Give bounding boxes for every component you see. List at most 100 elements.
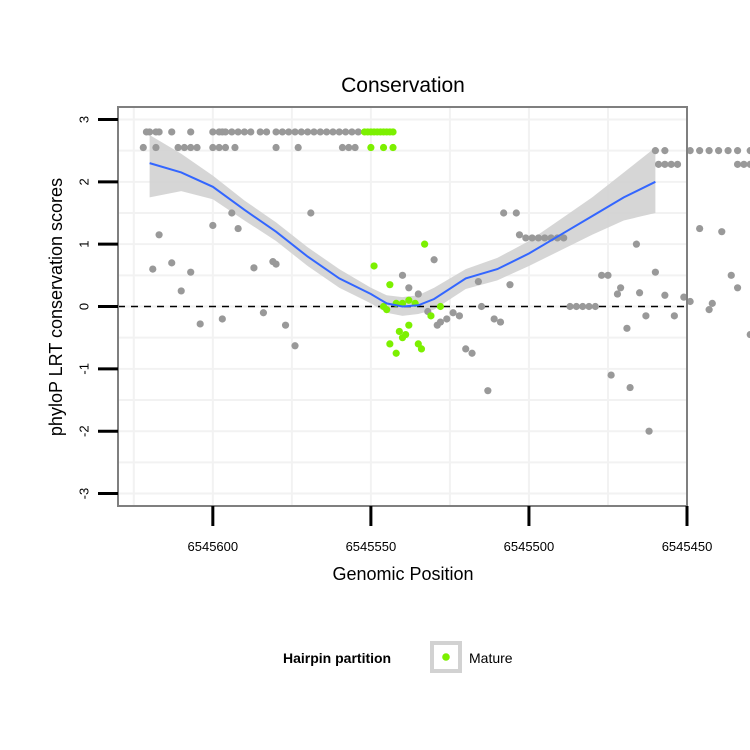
other-point	[651, 147, 659, 155]
other-point	[342, 128, 350, 136]
other-point	[247, 128, 255, 136]
other-point	[718, 228, 726, 236]
other-point	[572, 302, 580, 311]
other-point	[512, 209, 520, 217]
other-point	[272, 143, 280, 152]
other-point	[272, 260, 280, 268]
other-point	[436, 318, 445, 326]
other-point	[307, 209, 315, 217]
other-point	[228, 209, 236, 217]
other-point	[591, 302, 599, 311]
other-point	[705, 306, 713, 314]
x-tick-label: 6545600	[188, 539, 239, 554]
other-point	[443, 315, 451, 323]
other-point	[468, 349, 476, 357]
mature-point	[392, 349, 400, 357]
other-point	[740, 160, 748, 168]
other-point	[686, 147, 694, 155]
mature-point	[379, 143, 388, 152]
other-point	[285, 128, 293, 136]
other-point	[733, 147, 742, 155]
other-point	[632, 240, 641, 248]
other-point	[177, 287, 185, 295]
y-tick-label: 1	[76, 241, 91, 248]
x-axis: 6545600 6545550 6545500 6545450	[188, 506, 713, 554]
other-point	[329, 128, 337, 136]
other-point	[146, 128, 154, 136]
other-point	[449, 309, 457, 317]
other-point	[187, 143, 195, 152]
other-point	[746, 160, 750, 168]
other-point	[623, 324, 631, 332]
legend-mature-marker	[442, 653, 450, 661]
mature-point	[386, 340, 394, 348]
other-point	[196, 320, 204, 328]
mature-point	[389, 128, 397, 136]
other-point	[430, 256, 438, 264]
other-point	[291, 128, 299, 136]
other-point	[218, 315, 226, 323]
other-point	[617, 284, 625, 292]
x-tick-label: 6545450	[662, 539, 713, 554]
other-point	[626, 383, 634, 392]
other-point	[398, 271, 407, 279]
other-point	[174, 143, 182, 152]
other-point	[733, 284, 742, 292]
other-point	[455, 312, 463, 320]
other-point	[673, 160, 682, 168]
mature-point	[421, 240, 429, 248]
other-point	[462, 345, 470, 353]
other-point	[335, 128, 343, 136]
chart-title: Conservation	[341, 74, 465, 97]
other-point	[667, 160, 675, 168]
other-point	[613, 290, 622, 298]
other-point	[278, 128, 286, 136]
other-point	[250, 264, 258, 272]
other-point	[484, 387, 492, 395]
y-tick-label: 2	[76, 178, 91, 185]
mature-point	[405, 321, 413, 329]
other-point	[240, 128, 249, 136]
mature-point	[417, 345, 426, 353]
other-point	[209, 221, 217, 230]
other-point	[354, 128, 362, 136]
other-point	[579, 302, 587, 311]
other-point	[221, 128, 230, 136]
legend-title: Hairpin partition	[283, 650, 391, 666]
other-point	[746, 330, 750, 339]
other-point	[670, 312, 678, 320]
other-point	[528, 234, 536, 242]
smooth-fit-line	[149, 162, 656, 308]
other-point	[351, 143, 359, 152]
other-point	[209, 143, 217, 152]
other-point	[715, 147, 723, 155]
mature-point	[405, 296, 413, 304]
other-point	[534, 234, 543, 242]
x-tick-label: 6545550	[346, 539, 397, 554]
y-tick-label: 3	[76, 116, 91, 123]
other-point	[560, 234, 568, 242]
other-point	[294, 143, 302, 152]
other-point	[477, 302, 486, 311]
mature-point	[367, 143, 375, 152]
other-point	[696, 147, 704, 155]
other-point	[680, 293, 688, 301]
other-point	[414, 290, 422, 298]
other-point	[310, 128, 318, 136]
other-point	[234, 224, 242, 233]
other-point	[496, 318, 505, 326]
other-point	[221, 143, 230, 152]
y-tick-label: -3	[76, 488, 91, 500]
mature-point	[427, 312, 435, 320]
other-point	[272, 128, 280, 136]
other-point	[193, 143, 201, 152]
x-axis-label: Genomic Position	[332, 564, 473, 584]
y-tick-label: 0	[76, 303, 91, 310]
other-point	[291, 342, 299, 350]
other-point	[338, 143, 347, 152]
legend-mature-label: Mature	[469, 650, 513, 666]
other-point	[746, 147, 750, 155]
other-point	[168, 128, 176, 136]
other-point	[490, 315, 498, 323]
